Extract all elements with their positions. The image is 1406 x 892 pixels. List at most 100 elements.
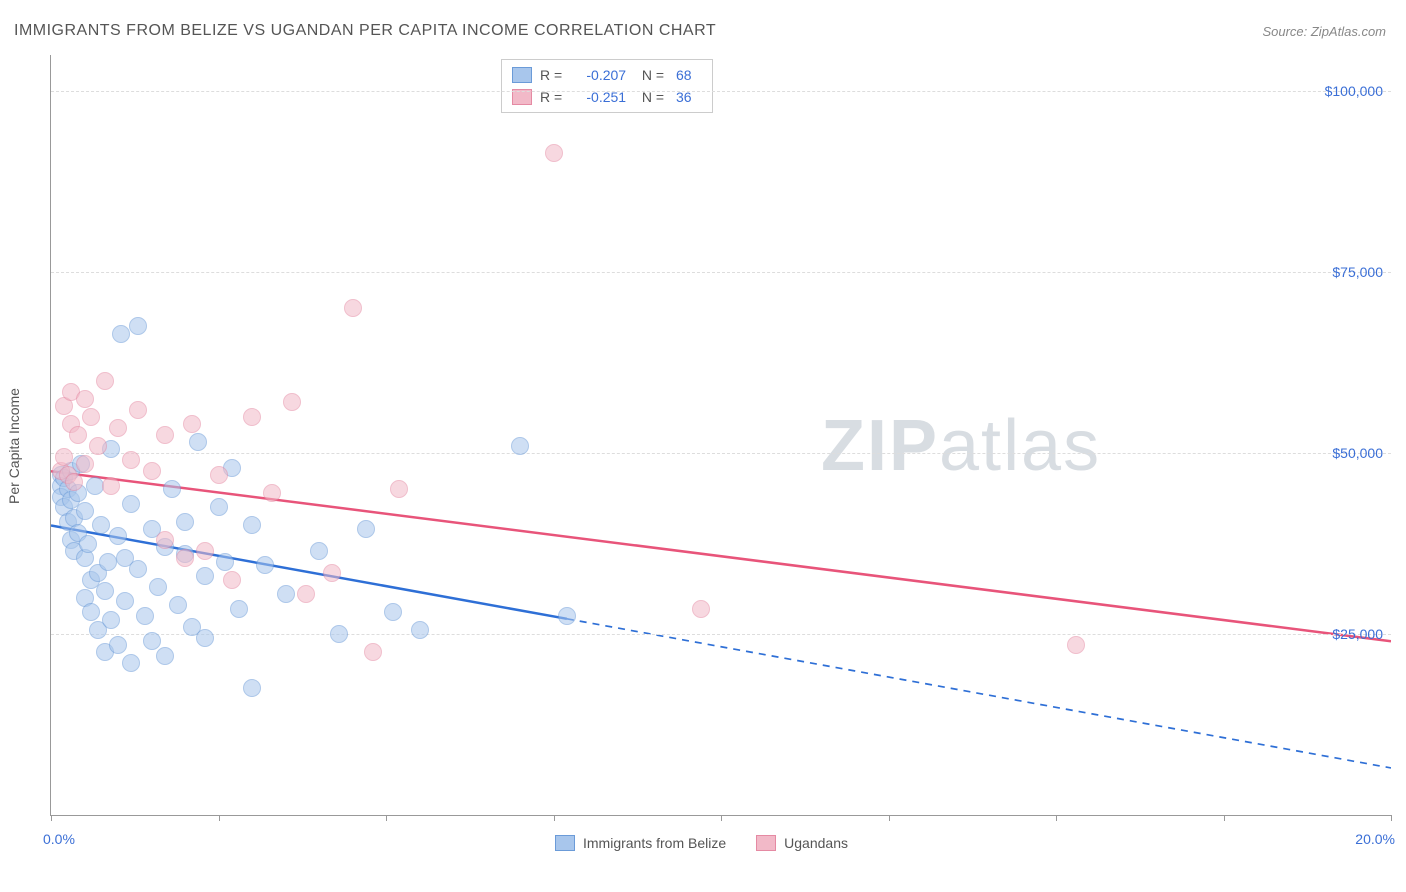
data-point [89,437,107,455]
data-point [176,549,194,567]
data-point [357,520,375,538]
data-point [149,578,167,596]
watermark-zip: ZIP [821,406,939,486]
data-point [243,516,261,534]
data-point [82,603,100,621]
data-point [76,390,94,408]
data-point [92,516,110,534]
gridline [51,634,1391,635]
legend-swatch [555,835,575,851]
legend-r-label: R = [540,64,566,86]
legend-n-value: 68 [676,64,702,86]
data-point [102,611,120,629]
scatter-plot: ZIPatlas R = -0.207 N = 68R = -0.251 N =… [50,55,1391,816]
x-tick [889,815,890,821]
series-legend: Immigrants from BelizeUgandans [555,835,848,851]
data-point [330,625,348,643]
data-point [176,513,194,531]
data-point [196,542,214,560]
data-point [545,144,563,162]
data-point [558,607,576,625]
data-point [136,607,154,625]
y-axis-label: Per Capita Income [6,388,22,504]
x-tick [554,815,555,821]
data-point [210,498,228,516]
data-point [122,495,140,513]
data-point [143,462,161,480]
data-point [297,585,315,603]
data-point [109,636,127,654]
y-tick-label: $100,000 [1303,83,1383,99]
data-point [364,643,382,661]
data-point [243,408,261,426]
data-point [263,484,281,502]
legend-label: Ugandans [784,835,848,851]
trend-lines [51,55,1391,815]
gridline [51,91,1391,92]
data-point [196,567,214,585]
data-point [76,502,94,520]
data-point [256,556,274,574]
watermark-atlas: atlas [939,406,1101,486]
data-point [122,654,140,672]
data-point [310,542,328,560]
chart-container: IMMIGRANTS FROM BELIZE VS UGANDAN PER CA… [0,0,1406,892]
data-point [230,600,248,618]
data-point [183,415,201,433]
legend-item: Ugandans [756,835,848,851]
data-point [99,553,117,571]
data-point [129,317,147,335]
data-point [411,621,429,639]
source-label: Source: ZipAtlas.com [1262,24,1386,39]
data-point [82,408,100,426]
y-tick-label: $50,000 [1303,445,1383,461]
data-point [223,571,241,589]
data-point [511,437,529,455]
x-tick [219,815,220,821]
x-tick-label: 0.0% [43,831,75,847]
data-point [283,393,301,411]
data-point [55,448,73,466]
legend-swatch [512,67,532,83]
gridline [51,453,1391,454]
data-point [129,401,147,419]
data-point [86,477,104,495]
data-point [189,433,207,451]
x-tick [721,815,722,821]
legend-r-label: R = [540,86,566,108]
x-tick [51,815,52,821]
legend-n-label: N = [634,64,668,86]
data-point [122,451,140,469]
y-tick-label: $75,000 [1303,264,1383,280]
data-point [384,603,402,621]
data-point [323,564,341,582]
x-tick [1224,815,1225,821]
legend-n-label: N = [634,86,668,108]
data-point [76,455,94,473]
chart-title: IMMIGRANTS FROM BELIZE VS UGANDAN PER CA… [14,22,716,40]
data-point [1067,636,1085,654]
data-point [109,419,127,437]
data-point [129,560,147,578]
data-point [112,325,130,343]
data-point [156,647,174,665]
data-point [69,426,87,444]
data-point [169,596,187,614]
x-tick-label: 20.0% [1355,831,1395,847]
data-point [163,480,181,498]
data-point [156,426,174,444]
data-point [96,582,114,600]
legend-r-value: -0.207 [574,64,626,86]
x-tick [1056,815,1057,821]
data-point [243,679,261,697]
data-point [65,473,83,491]
data-point [156,531,174,549]
data-point [216,553,234,571]
data-point [116,592,134,610]
watermark: ZIPatlas [821,405,1101,487]
data-point [210,466,228,484]
legend-swatch [756,835,776,851]
legend-n-value: 36 [676,86,702,108]
data-point [344,299,362,317]
legend-stat-row: R = -0.207 N = 68 [512,64,702,86]
